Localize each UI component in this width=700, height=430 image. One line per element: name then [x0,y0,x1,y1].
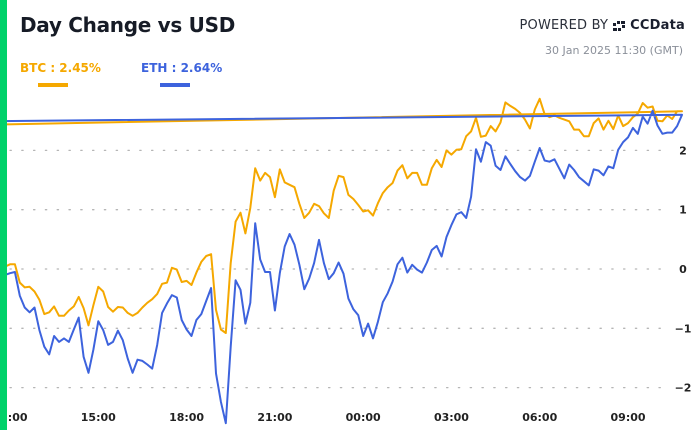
x-tick-label: 00:00 [346,411,381,424]
legend-label-btc: BTC : 2.45% [20,61,101,75]
legend-swatch-eth [160,83,190,87]
series-line-btc [0,97,683,334]
legend-swatch-btc [38,83,68,87]
y-tick-label: −2 [675,382,692,395]
y-tick-label: 2 [679,144,687,157]
x-tick-label: 18:00 [169,411,204,424]
x-tick-label: 06:00 [522,411,557,424]
x-tick-label: 03:00 [434,411,469,424]
x-tick-label: 15:00 [81,411,116,424]
legend-item-eth[interactable]: ETH : 2.64% [141,61,223,87]
accent-bar [0,0,7,430]
legend-label-eth: ETH : 2.64% [141,61,223,75]
chart-title: Day Change vs USD [20,13,236,37]
x-tick-label: 09:00 [611,411,646,424]
powered-by-label: POWERED BY [519,18,609,33]
powered-by: POWERED BY CCData [519,18,685,33]
y-tick-label: −1 [675,322,692,335]
y-tick-label: 0 [679,263,687,276]
ccdata-logo-icon [613,20,626,31]
legend-item-btc[interactable]: BTC : 2.45% [20,61,101,87]
y-tick-label: 1 [679,204,687,217]
x-tick-label: 21:00 [257,411,292,424]
timestamp: 30 Jan 2025 11:30 (GMT) [545,44,683,57]
brand-name: CCData [630,18,685,33]
series-line-eth [0,109,683,425]
